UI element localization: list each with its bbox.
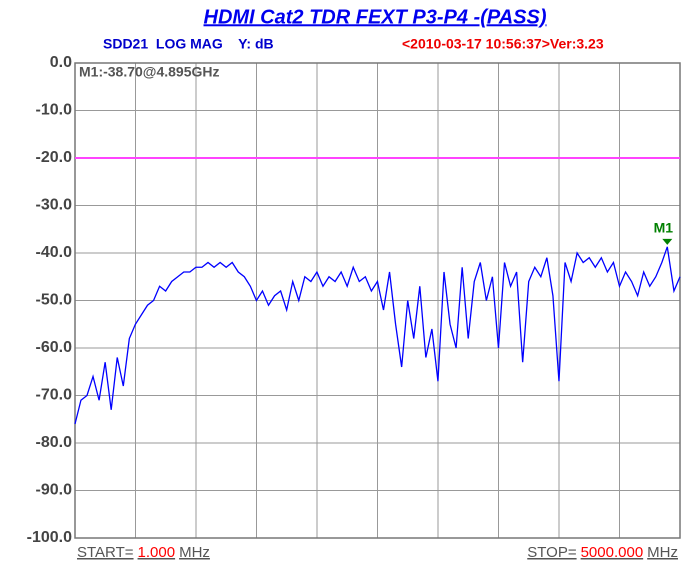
start-label: START= xyxy=(77,544,134,561)
stop-text: STOP= 5000.000 MHz xyxy=(527,544,678,561)
trace xyxy=(74,246,681,425)
y-tick-label: -80.0 xyxy=(36,434,73,451)
y-tick-label: -20.0 xyxy=(36,149,73,166)
x-unit: MHz xyxy=(647,544,678,561)
y-tick-label: -100.0 xyxy=(27,529,72,546)
y-tick-label: -30.0 xyxy=(36,197,73,214)
marker-triangle xyxy=(662,238,673,245)
x-unit: MHz xyxy=(179,544,210,561)
chart-title: HDMI Cat2 TDR FEXT P3-P4 -(PASS) xyxy=(204,6,547,28)
subtitle-left: SDD21 LOG MAG Y: dB xyxy=(103,36,274,52)
stop-label: STOP= xyxy=(527,544,577,561)
y-tick-label: -60.0 xyxy=(36,339,73,356)
y-tick-label: -70.0 xyxy=(36,387,73,404)
y-tick-label: 0.0 xyxy=(50,54,72,71)
marker-readout: M1:-38.70@4.895GHz xyxy=(79,64,220,80)
marker-label: M1 xyxy=(654,220,674,236)
y-tick-label: -50.0 xyxy=(36,292,73,309)
stop-value: 5000.000 xyxy=(581,544,644,561)
start-text: START= 1.000 MHz xyxy=(77,544,210,561)
plot-border xyxy=(74,62,681,539)
y-tick-label: -40.0 xyxy=(36,244,73,261)
y-tick-label: -10.0 xyxy=(36,102,73,119)
y-tick-label: -90.0 xyxy=(36,482,73,499)
start-value: 1.000 xyxy=(138,544,176,561)
subtitle-right: <2010-03-17 10:56:37>Ver:3.23 xyxy=(402,36,604,52)
